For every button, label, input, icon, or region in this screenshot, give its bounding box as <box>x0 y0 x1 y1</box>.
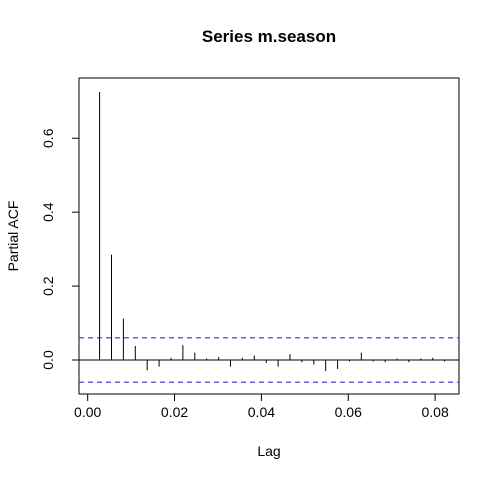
y-tick-label: 0.4 <box>40 202 56 222</box>
x-tick-label: 0.02 <box>161 404 188 420</box>
x-tick-label: 0.08 <box>421 404 448 420</box>
pacf-bars <box>99 92 446 372</box>
y-tick-label: 0.2 <box>40 276 56 296</box>
y-tick-label: 0.6 <box>40 128 56 148</box>
y-tick-label: 0.0 <box>40 350 56 370</box>
x-tick-label: 0.00 <box>74 404 101 420</box>
y-axis-label: Partial ACF <box>5 201 21 272</box>
x-axis: 0.00 0.02 0.04 0.06 0.08 <box>74 393 449 420</box>
x-tick-label: 0.04 <box>248 404 275 420</box>
chart-title: Series m.season <box>202 27 336 46</box>
x-tick-label: 0.06 <box>335 404 362 420</box>
plot-frame <box>78 77 460 395</box>
confidence-bounds <box>79 337 459 383</box>
y-axis: 0.0 0.2 0.4 0.6 <box>40 128 80 370</box>
x-axis-label: Lag <box>257 443 280 459</box>
